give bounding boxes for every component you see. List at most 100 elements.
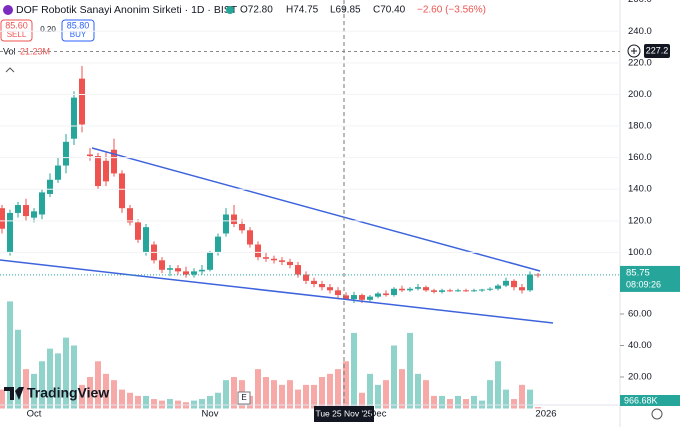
candle-body [439, 290, 445, 292]
vol-tick-label: 20.00 [628, 372, 652, 383]
candle-body [191, 271, 197, 275]
volume-bar [279, 384, 285, 409]
volume-bar [319, 377, 325, 409]
volume-bar [311, 384, 317, 409]
volume-bar [207, 395, 213, 409]
volume-bar [39, 361, 45, 409]
ohlc-open: O72.80 [240, 5, 273, 16]
candle-body [415, 287, 421, 289]
y-tick-label: 180.0 [628, 121, 652, 132]
y-tick-label: 240.0 [628, 26, 652, 37]
candle-body [511, 280, 517, 288]
candle-body [407, 288, 413, 291]
candle-body [311, 280, 317, 285]
candle-body [447, 290, 453, 292]
countdown: 08:09:26 [626, 279, 661, 289]
candle-body [199, 269, 205, 272]
ohlc-change: −2.60 (−3.56%) [417, 5, 486, 16]
candle-body [343, 295, 349, 300]
symbol-title: DOF Robotik Sanayi Anonim Sirketi · 1D ·… [16, 4, 238, 16]
sell-button[interactable] [0, 19, 33, 42]
volume-bar [143, 395, 149, 409]
hline-badge [644, 44, 670, 58]
volume-bar [503, 389, 509, 409]
volume-bar [303, 384, 309, 409]
volume-bar [119, 389, 125, 409]
candle-body [367, 296, 373, 300]
candle-body [55, 165, 61, 180]
candle-body [327, 287, 333, 291]
candle-body [103, 160, 109, 182]
x-tick-label: Oct [27, 409, 42, 420]
volume-bar [135, 395, 141, 409]
y-tick-label: 100.0 [628, 247, 652, 258]
volume-bar [367, 373, 373, 409]
collapse-toggle[interactable] [5, 67, 15, 73]
volume-bar [359, 392, 365, 409]
candle-body [463, 290, 469, 292]
candle-body [231, 214, 237, 224]
candle-body [287, 261, 293, 266]
y-tick-label: 260.0 [628, 0, 652, 5]
volume-bar [23, 369, 29, 409]
candle-body [255, 244, 261, 258]
candle-body [71, 97, 77, 139]
ohlc-close: C70.40 [373, 5, 406, 16]
volume-bar [263, 377, 269, 409]
candle-body [119, 173, 125, 209]
volume-bar [535, 406, 541, 409]
volume-bar [335, 369, 341, 409]
ohlc-low: L69.85 [330, 5, 361, 16]
volume-bar [287, 380, 293, 409]
vol-value: 21.23M [20, 46, 50, 56]
volume-bar [0, 389, 5, 409]
status-dot [226, 6, 234, 14]
y-tick-label: 200.0 [628, 89, 652, 100]
volume-bar [455, 395, 461, 409]
clock-icon[interactable] [651, 408, 663, 420]
candle-body [423, 287, 429, 291]
buy-label: BUY [70, 30, 87, 39]
candle-body [399, 288, 405, 291]
volume-bar [327, 373, 333, 409]
volume-bar [407, 332, 413, 409]
volume-bar [375, 384, 381, 409]
volume-bar [415, 373, 421, 409]
last-price-label: 85.75 [626, 267, 650, 278]
volume-bar [167, 399, 173, 409]
volume-bar [103, 373, 109, 409]
x-tick-label: Nov [202, 409, 219, 420]
candle-body [167, 268, 173, 270]
add-alert-icon [631, 48, 637, 54]
volume-bar [527, 389, 533, 409]
volume-bar [47, 348, 53, 409]
volume-bar [423, 380, 429, 409]
volume-bar [447, 399, 453, 409]
volume-bar [7, 301, 13, 409]
candle-body [239, 223, 245, 231]
event-marker[interactable] [237, 391, 251, 405]
volume-bar [271, 380, 277, 409]
volume-bar [431, 395, 437, 409]
candle-body [471, 290, 477, 292]
x-tick-label: Dec [370, 409, 387, 420]
volume-bar [495, 361, 501, 409]
axes: 260.0 240.0 220.0 200.0 180.0 160.0 140.0 120.0… [27, 0, 652, 420]
volume-bar [383, 380, 389, 409]
volume-bar [439, 395, 445, 409]
y-tick-label: 120.0 [628, 215, 652, 226]
event-marker-label: E [241, 393, 246, 402]
brand-name: TradingView [27, 385, 109, 401]
candle-body [111, 149, 117, 174]
candle-body [295, 265, 301, 275]
candle-body [223, 214, 229, 234]
vol-tick-label: 60.00 [628, 309, 652, 320]
candle-body [63, 141, 69, 166]
buy-button[interactable] [61, 19, 95, 42]
volume-bar [351, 332, 357, 409]
candle-body [127, 208, 133, 223]
last-volume-badge [620, 395, 680, 406]
candle-body [247, 230, 253, 245]
